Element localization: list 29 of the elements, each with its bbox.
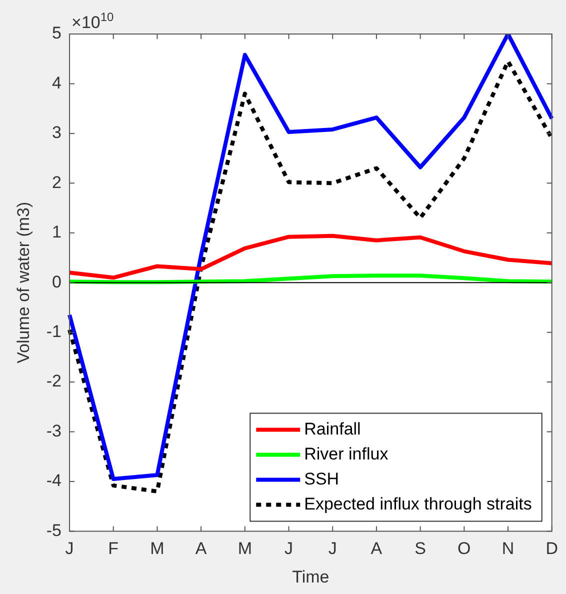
x-tick-label: F (108, 539, 119, 558)
legend-label: Rainfall (304, 419, 361, 438)
x-tick-label: J (284, 539, 294, 558)
x-tick-label: M (238, 539, 252, 558)
y-tick-label: -1 (46, 322, 62, 342)
y-tick-label: -5 (46, 520, 62, 540)
y-tick-label: -2 (46, 372, 62, 391)
y-tick-label: 2 (52, 172, 62, 192)
x-tick-label: O (458, 539, 471, 558)
x-axis-title: Time (292, 567, 330, 586)
x-tick-label: S (414, 539, 426, 558)
x-tick-label: J (65, 539, 74, 558)
y-tick-label: -3 (46, 421, 62, 440)
legend-label: River influx (304, 444, 389, 464)
y-tick-label: 1 (52, 222, 62, 242)
legend-label: SSH (304, 469, 340, 488)
y-tick-label: 0 (52, 272, 62, 292)
x-tick-label: N (502, 539, 514, 558)
legend-label: Expected influx through straits (304, 494, 532, 514)
x-tick-label: J (328, 539, 337, 558)
x-tick-label: A (195, 539, 208, 558)
y-axis-title: Volume of water (m3) (14, 202, 33, 364)
y-tick-label: 3 (52, 123, 62, 142)
y-tick-label: 4 (52, 73, 62, 92)
x-tick-label: D (546, 539, 558, 558)
x-tick-label: M (150, 539, 164, 558)
x-tick-label: A (370, 539, 383, 558)
y-tick-label: 5 (52, 24, 62, 43)
y-tick-label: -4 (46, 471, 62, 490)
